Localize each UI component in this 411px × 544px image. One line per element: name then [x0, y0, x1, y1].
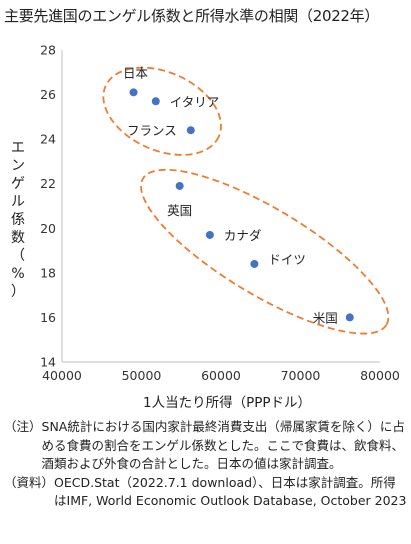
group-ellipse-1: [102, 66, 222, 156]
point-label: 日本: [123, 65, 149, 80]
data-point: [186, 126, 195, 135]
x-tick-label: 80000: [360, 368, 400, 383]
y-tick-label: 28: [40, 43, 56, 58]
point-label: フランス: [127, 123, 177, 138]
note-row-1: （注） SNA統計における国内家計最終消費支出（帰属家賃を除く）に占める食費の割…: [4, 418, 407, 474]
data-point: [250, 259, 259, 268]
data-point: [151, 97, 160, 106]
y-tick-label: 26: [40, 87, 56, 102]
data-point: [129, 88, 138, 97]
note-text-2: OECD.Stat（2022.7.1 download）、日本は家計調査。所得は…: [54, 474, 407, 509]
x-axis-title: 1人当たり所得（PPPドル）: [143, 394, 311, 411]
group-ellipse-2: [140, 168, 390, 335]
x-tick-label: 50000: [122, 368, 162, 383]
data-point: [345, 313, 354, 322]
note-tag-1: （注）: [4, 419, 42, 434]
scatter-chart: 14 16 18 20 22 24 26 28 40000 50000 60000 70000 8000…: [11, 43, 400, 412]
y-tick-label: 24: [40, 132, 56, 147]
chart-notes: （注） SNA統計における国内家計最終消費支出（帰属家賃を除く）に占める食費の割…: [4, 418, 407, 511]
y-tick-label: 18: [40, 265, 56, 280]
y-tick-label: 14: [40, 355, 56, 370]
y-tick-label: 20: [40, 221, 56, 236]
note-tag-2: （資料）: [4, 474, 55, 490]
group-ellipses: [102, 66, 390, 335]
x-tick-label: 40000: [42, 368, 82, 383]
note-text-1: SNA統計における国内家計最終消費支出（帰属家賃を除く）に占める食費の割合をエン…: [41, 419, 405, 471]
point-label: 米国: [313, 310, 338, 325]
point-label: カナダ: [224, 228, 262, 243]
axes: 14 16 18 20 22 24 26 28 40000 50000 60000 70000 8000…: [11, 43, 400, 412]
y-axis-title: エンゲル係数（%）: [11, 140, 25, 300]
x-tick-label: 70000: [281, 368, 321, 383]
data-points: [129, 88, 354, 322]
point-label: イタリア: [170, 94, 220, 109]
y-tick-label: 22: [40, 176, 56, 191]
point-label: ドイツ: [268, 252, 306, 267]
chart-title: 主要先進国のエンゲル係数と所得水準の相関（2022年）: [4, 7, 380, 25]
data-point: [205, 230, 214, 239]
data-point: [175, 181, 184, 190]
point-label: 英国: [167, 203, 192, 218]
x-tick-label: 60000: [201, 368, 241, 383]
y-tick-label: 16: [40, 310, 56, 325]
note-row-2: （資料） OECD.Stat（2022.7.1 download）、日本は家計調…: [4, 474, 407, 511]
